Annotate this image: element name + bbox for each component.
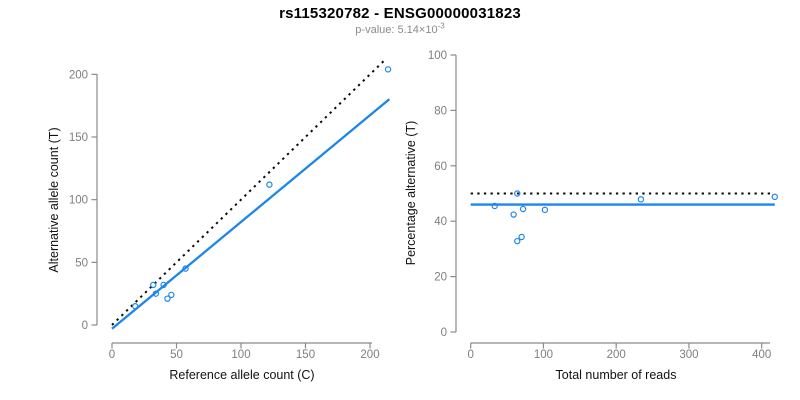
x-tick-label: 200 <box>360 349 379 361</box>
y-axis-title: Percentage alternative (T) <box>404 121 418 266</box>
x-tick-label: 0 <box>109 349 115 361</box>
x-axis-title: Reference allele count (C) <box>169 368 314 382</box>
y-tick-label: 150 <box>69 132 88 144</box>
data-point <box>164 295 171 302</box>
reference-line <box>111 58 387 326</box>
data-point <box>510 211 517 218</box>
x-tick-label: 0 <box>467 349 473 361</box>
x-tick-label: 100 <box>231 349 250 361</box>
y-tick-label: 40 <box>434 216 447 228</box>
y-tick-label: 20 <box>434 272 447 284</box>
y-tick-label: 0 <box>82 320 88 332</box>
x-axis: 0 100 200 300 400 Total number of reads <box>467 342 771 382</box>
x-axis: 0 50 100 150 200 Reference allele count (C) <box>109 342 380 382</box>
data-point <box>168 291 175 299</box>
figure-title: rs115320782 - ENSG00000031823 <box>279 5 521 22</box>
x-tick-label: 100 <box>534 349 553 361</box>
data-points <box>132 66 392 310</box>
data-point <box>384 66 392 73</box>
data-point <box>150 281 157 289</box>
data-point <box>160 281 167 289</box>
data-point <box>182 265 189 272</box>
x-tick-label: 200 <box>607 349 626 361</box>
y-tick-label: 0 <box>441 327 447 339</box>
trend-line <box>111 98 391 330</box>
data-point <box>771 193 778 201</box>
allele-counts-scatter: 0 50 100 150 200 Reference allele count (C) 0 5… <box>47 58 392 382</box>
x-tick-label: 50 <box>170 349 183 361</box>
data-point <box>637 196 645 203</box>
data-point <box>518 233 525 241</box>
data-points <box>491 190 778 245</box>
y-tick-label: 80 <box>434 105 447 117</box>
data-point <box>514 237 521 245</box>
y-axis: 0 20 40 60 80 100 Percentage alternative (T) <box>404 50 457 339</box>
y-axis-title: Alternative allele count (T) <box>47 127 61 272</box>
data-point <box>152 290 160 297</box>
x-tick-label: 400 <box>752 349 771 361</box>
data-point <box>541 206 549 214</box>
data-point <box>491 202 498 210</box>
pvalue-text: p-value: 5.14×10 <box>355 24 438 36</box>
data-point <box>132 303 139 310</box>
y-tick-label: 50 <box>75 257 88 269</box>
pvalue-exponent: -3 <box>437 21 445 31</box>
percentage-vs-reads-scatter: 0 100 200 300 400 Total number of reads 0 20 40 6… <box>404 50 778 382</box>
y-tick-label: 100 <box>428 50 447 62</box>
data-point <box>519 205 527 213</box>
data-point <box>514 190 521 197</box>
x-tick-label: 300 <box>679 349 698 361</box>
y-tick-label: 200 <box>69 69 88 81</box>
y-axis: 0 50 100 150 200 Alternative allele count (T) <box>47 69 98 332</box>
data-point <box>266 181 273 188</box>
figure-subtitle: p-value: 5.14×10-3 <box>0 21 800 36</box>
y-tick-label: 100 <box>69 195 88 207</box>
x-tick-label: 150 <box>296 349 315 361</box>
y-tick-label: 60 <box>434 161 447 173</box>
x-axis-title: Total number of reads <box>556 368 677 382</box>
